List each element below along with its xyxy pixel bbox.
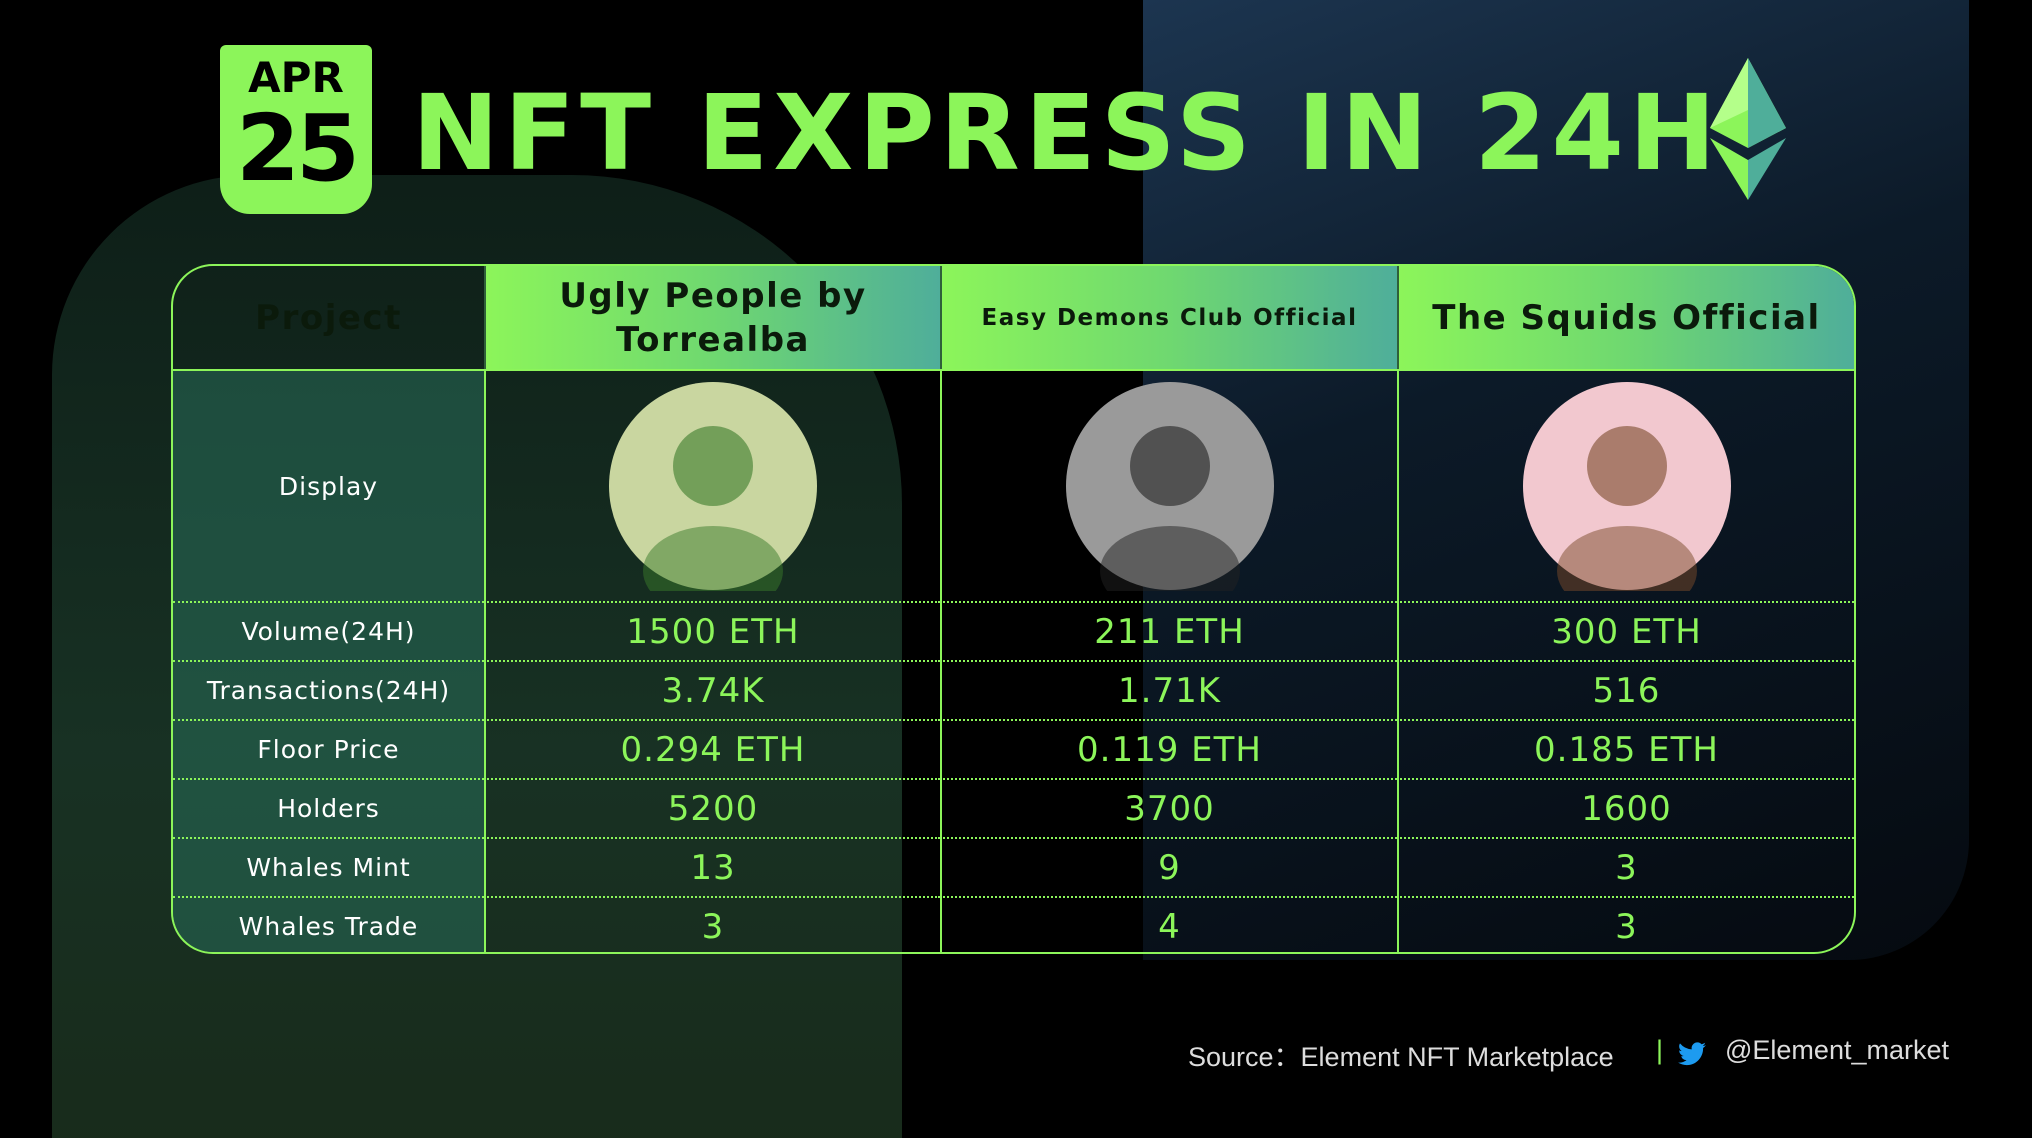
display-cell (940, 369, 1397, 601)
table: Project Ugly People by Torrealba Easy Demo… (171, 264, 1856, 954)
row-label: Floor Price (173, 719, 484, 778)
row-label: Transactions(24H) (173, 660, 484, 719)
value-cell: 5200 (484, 778, 940, 837)
source: Source：Element NFT Marketplace (1188, 1042, 1614, 1072)
eth-logo (1710, 58, 1786, 200)
value-cell: 516 (1397, 660, 1854, 719)
value-cell: 3 (1397, 896, 1854, 952)
nft-avatar (1522, 382, 1731, 591)
value-cell: 9 (940, 837, 1397, 896)
display-cell (1397, 369, 1854, 601)
value-cell: 1.71K (940, 660, 1397, 719)
day: 25 (235, 95, 360, 202)
value-cell: 1500 ETH (484, 601, 940, 660)
column-header: Ugly People by Torrealba (484, 266, 940, 369)
column-header: Project (255, 297, 402, 338)
value-cell: 3 (484, 896, 940, 952)
row-label: Whales Mint (173, 837, 484, 896)
month: APR (248, 53, 344, 102)
value-cell: 211 ETH (940, 601, 1397, 660)
value-cell: 300 ETH (1397, 601, 1854, 660)
handle: @Element_market (1725, 1035, 1949, 1065)
value-cell: 0.119 ETH (940, 719, 1397, 778)
value-cell: 1600 (1397, 778, 1854, 837)
row-label: Volume(24H) (173, 601, 484, 660)
row-label: Whales Trade (173, 896, 484, 952)
nft-avatar (609, 382, 817, 591)
value-cell: 0.294 ETH (484, 719, 940, 778)
row-label: Display (173, 369, 484, 601)
column-header: The Squids Official (1397, 266, 1854, 369)
date-badge: APR 25 (220, 45, 372, 214)
display-cell (484, 369, 940, 601)
value-cell: 4 (940, 896, 1397, 952)
title: NFT EXPRESS IN 24H (412, 72, 1721, 194)
nft-avatar (1065, 382, 1274, 591)
twitter-icon (1678, 1042, 1706, 1066)
value-cell: 0.185 ETH (1397, 719, 1854, 778)
value-cell: 3 (1397, 837, 1854, 896)
value-cell: 13 (484, 837, 940, 896)
value-cell: 3700 (940, 778, 1397, 837)
column-header: Easy Demons Club Official (940, 266, 1397, 369)
row-label: Holders (173, 778, 484, 837)
separator: | (1656, 1035, 1664, 1065)
value-cell: 3.74K (484, 660, 940, 719)
